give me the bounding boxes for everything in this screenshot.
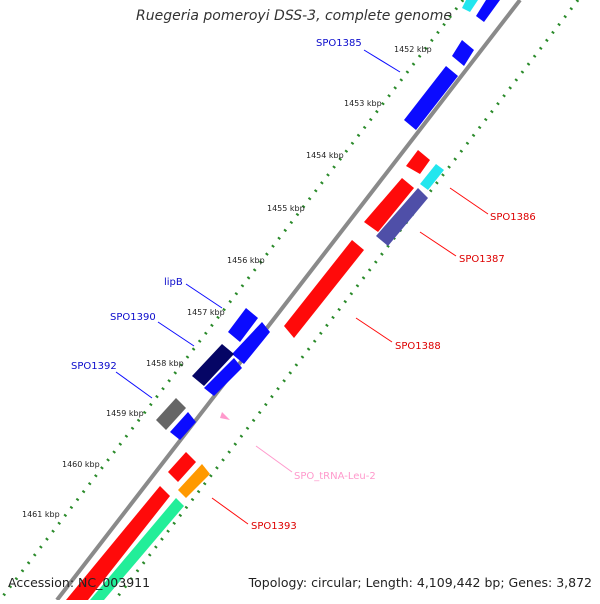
gene-spo1387[interactable] bbox=[376, 188, 428, 246]
gene-reverse[interactable] bbox=[168, 452, 196, 482]
gene-label-trna[interactable]: SPO_tRNA-Leu-2 bbox=[294, 471, 376, 482]
gene-label-spo1386[interactable]: SPO1386 bbox=[490, 212, 536, 223]
tick-label: 1461 kbp bbox=[22, 510, 60, 519]
gc-track-outer bbox=[0, 0, 465, 601]
gene-spo1392[interactable] bbox=[156, 398, 186, 430]
genome-backbone bbox=[55, 0, 522, 602]
tick-label: 1454 kbp bbox=[306, 151, 344, 160]
gene-forward[interactable] bbox=[476, 0, 500, 22]
gene-spo1388[interactable] bbox=[284, 240, 364, 338]
gene-label-spo1393[interactable]: SPO1393 bbox=[251, 521, 297, 532]
gene-forward[interactable] bbox=[462, 0, 478, 12]
leader-spo1385 bbox=[363, 49, 401, 73]
gene-label-lipb[interactable]: lipB bbox=[164, 277, 183, 288]
gene-label-spo1392[interactable]: SPO1392 bbox=[71, 361, 117, 372]
leader-spo1393 bbox=[211, 497, 249, 525]
map-title: Ruegeria pomeroyi DSS-3, complete genome bbox=[136, 8, 452, 24]
tick-label: 1456 kbp bbox=[227, 256, 265, 265]
leader-spo1386 bbox=[449, 187, 489, 215]
gc-track-inner bbox=[113, 0, 580, 601]
gene-reverse[interactable] bbox=[406, 150, 430, 174]
trna-marker[interactable] bbox=[220, 412, 230, 420]
leader-spo1392 bbox=[115, 371, 153, 399]
tick-label: 1453 kbp bbox=[344, 99, 382, 108]
leader-spo1388 bbox=[355, 317, 393, 343]
tick-label: 1459 kbp bbox=[106, 409, 144, 418]
tick-label: 1458 kbp bbox=[146, 359, 184, 368]
genome-summary-text: Topology: circular; Length: 4,109,442 bp… bbox=[248, 575, 592, 590]
tick-label: 1455 kbp bbox=[267, 204, 305, 213]
leader-spo1387 bbox=[419, 231, 457, 257]
gene-spo1386[interactable] bbox=[420, 164, 444, 190]
gene-label-spo1385[interactable]: SPO1385 bbox=[316, 38, 362, 49]
gene-label-spo1388[interactable]: SPO1388 bbox=[395, 341, 441, 352]
gene-spo1390[interactable] bbox=[192, 344, 234, 386]
gene-label-spo1390[interactable]: SPO1390 bbox=[110, 312, 156, 323]
gene-forward[interactable] bbox=[90, 498, 184, 600]
gene-forward[interactable] bbox=[232, 322, 270, 364]
gene-label-spo1387[interactable]: SPO1387 bbox=[459, 254, 505, 265]
gene-lipb[interactable] bbox=[228, 308, 258, 342]
leader-spo1390 bbox=[157, 321, 195, 347]
gene-spo1385[interactable] bbox=[452, 40, 474, 66]
gene-forward[interactable] bbox=[204, 358, 242, 396]
gene-reverse[interactable] bbox=[66, 486, 170, 600]
tick-label: 1460 kbp bbox=[62, 460, 100, 469]
tick-label: 1452 kbp bbox=[394, 45, 432, 54]
accession-text: Accession: NC_003911 bbox=[8, 575, 151, 590]
gene-forward[interactable] bbox=[404, 66, 458, 130]
gene-spo1393[interactable] bbox=[178, 464, 210, 498]
leader-lipb bbox=[185, 283, 223, 309]
tick-label: 1457 kbp bbox=[187, 308, 225, 317]
gene-forward[interactable] bbox=[170, 412, 196, 440]
gene-reverse[interactable] bbox=[364, 178, 414, 232]
leader-trna bbox=[255, 445, 293, 473]
